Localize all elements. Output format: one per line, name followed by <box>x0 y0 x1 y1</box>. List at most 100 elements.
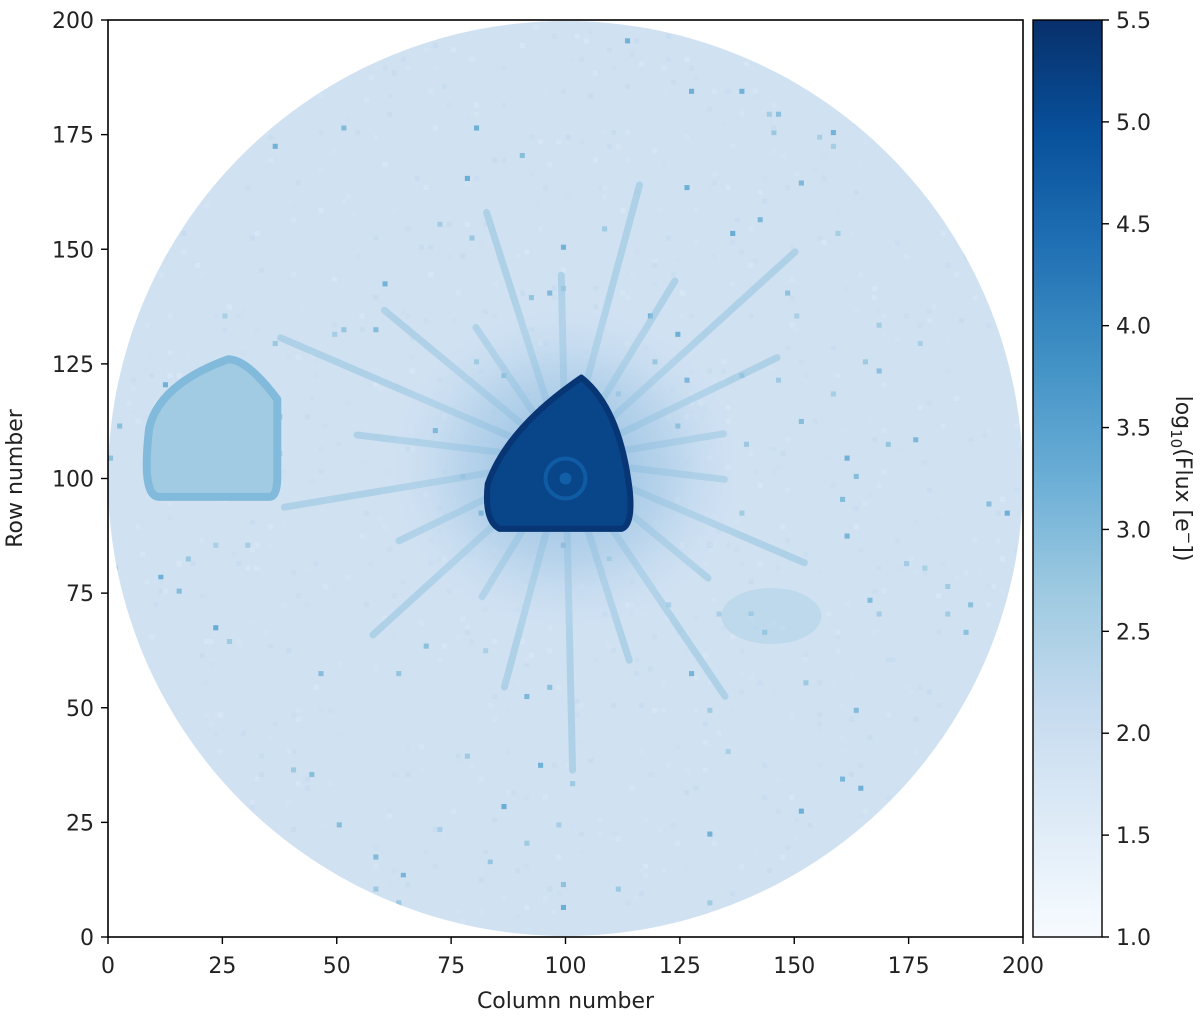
noise-pixel <box>679 313 685 319</box>
noise-pixel <box>437 657 443 663</box>
noise-pixel <box>757 923 763 929</box>
noise-pixel <box>172 845 178 851</box>
x-tick-label: 50 <box>323 954 351 979</box>
noise-pixel <box>634 817 640 823</box>
noise-pixel <box>940 230 946 236</box>
noise-pixel <box>542 203 548 209</box>
noise-pixel <box>771 148 777 154</box>
noise-pixel <box>968 437 974 443</box>
noise-pixel <box>634 671 640 677</box>
noise-pixel <box>551 285 557 292</box>
noise-pixel <box>222 863 228 869</box>
noise-pixel <box>455 753 461 759</box>
noise-pixel <box>291 318 297 324</box>
colorbar-tick-label: 5.5 <box>1116 9 1151 34</box>
noise-pixel <box>762 762 768 768</box>
noise-pixel <box>821 506 827 512</box>
noise-pixel <box>945 198 951 204</box>
noise-pixel <box>542 900 548 906</box>
noise-pixel <box>730 230 736 236</box>
noise-pixel <box>204 895 210 901</box>
noise-pixel <box>734 547 740 553</box>
noise-pixel <box>560 904 566 910</box>
noise-pixel <box>400 579 406 585</box>
noise-pixel <box>1004 510 1010 516</box>
noise-pixel <box>624 157 631 163</box>
noise-pixel <box>766 868 772 874</box>
noise-pixel <box>1000 588 1006 594</box>
noise-pixel <box>592 657 599 663</box>
noise-pixel <box>867 52 873 58</box>
noise-pixel <box>295 180 301 186</box>
noise-pixel <box>263 130 269 136</box>
noise-pixel <box>835 207 841 214</box>
noise-pixel <box>689 918 695 924</box>
noise-pixel <box>615 836 621 842</box>
noise-pixel <box>917 886 923 892</box>
noise-pixel <box>1000 831 1006 837</box>
noise-pixel <box>840 735 846 741</box>
colorbar-tick-label: 1.5 <box>1116 824 1151 849</box>
noise-pixel <box>455 634 461 640</box>
noise-pixel <box>858 162 864 168</box>
noise-pixel <box>149 263 155 269</box>
noise-pixel <box>135 661 141 667</box>
noise-pixel <box>126 634 132 640</box>
noise-pixel <box>853 712 859 718</box>
noise-pixel <box>753 258 759 264</box>
noise-pixel <box>981 107 987 113</box>
noise-pixel <box>501 157 507 163</box>
noise-pixel <box>295 781 301 787</box>
noise-pixel <box>579 84 585 90</box>
noise-pixel <box>817 762 823 768</box>
noise-pixel <box>204 33 210 39</box>
noise-pixel <box>670 822 676 828</box>
noise-pixel <box>400 308 406 314</box>
noise-pixel <box>867 914 873 920</box>
noise-pixel <box>894 538 900 544</box>
noise-pixel <box>432 863 438 869</box>
noise-pixel <box>313 561 319 567</box>
noise-pixel <box>419 620 425 626</box>
noise-pixel <box>798 808 804 814</box>
noise-pixel <box>364 97 370 104</box>
noise-pixel <box>341 327 347 333</box>
noise-pixel <box>130 386 136 392</box>
noise-pixel <box>840 428 846 434</box>
noise-pixel <box>1009 611 1015 617</box>
noise-pixel <box>140 863 146 869</box>
noise-pixel <box>602 194 608 200</box>
noise-pixel <box>313 359 319 365</box>
noise-pixel <box>835 322 841 328</box>
noise-pixel <box>684 648 690 654</box>
noise-pixel <box>954 263 960 269</box>
noise-pixel <box>373 382 379 388</box>
noise-pixel <box>217 854 223 860</box>
noise-pixel <box>615 143 621 149</box>
noise-pixel <box>743 886 749 892</box>
noise-pixel <box>181 162 187 168</box>
noise-pixel <box>492 281 498 287</box>
noise-pixel <box>373 845 379 851</box>
noise-pixel <box>167 606 173 612</box>
noise-pixel <box>204 900 210 906</box>
noise-pixel <box>556 854 562 860</box>
noise-pixel <box>995 42 1001 49</box>
noise-pixel <box>428 244 434 250</box>
noise-pixel <box>757 217 763 223</box>
noise-pixel <box>524 661 530 667</box>
noise-pixel <box>579 739 585 745</box>
noise-pixel <box>112 221 118 227</box>
noise-pixel <box>373 327 379 333</box>
noise-pixel <box>771 130 777 136</box>
noise-pixel <box>194 70 200 76</box>
noise-pixel <box>986 428 992 434</box>
noise-pixel <box>634 895 640 901</box>
noise-pixel <box>963 840 969 846</box>
noise-pixel <box>405 65 411 71</box>
noise-pixel <box>766 111 772 117</box>
noise-pixel <box>318 671 324 677</box>
noise-pixel <box>771 102 777 108</box>
noise-pixel <box>464 221 470 227</box>
noise-pixel <box>945 336 951 342</box>
